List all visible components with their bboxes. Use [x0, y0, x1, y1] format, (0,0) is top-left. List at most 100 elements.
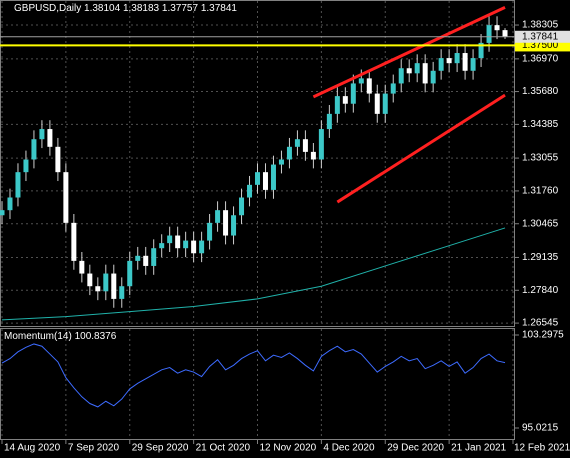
- candle-body: [223, 210, 229, 236]
- candle-body: [87, 273, 93, 287]
- candle-body: [0, 210, 5, 216]
- y-tick-label: 95.0215: [522, 423, 559, 434]
- candle-body: [111, 273, 117, 299]
- candle-body: [151, 248, 157, 266]
- candle-body: [390, 83, 396, 94]
- candle-body: [143, 255, 149, 266]
- candle-body: [135, 255, 141, 261]
- momentum-title: Momentum(14): [4, 331, 72, 342]
- y-tick-label: 1.26545: [522, 318, 559, 329]
- y-tick-label: 1.36970: [522, 54, 559, 65]
- candle-body: [358, 78, 364, 84]
- candle-body: [270, 164, 276, 190]
- candle-body: [446, 58, 452, 64]
- main-panel: [0, 0, 515, 327]
- candle-body: [366, 78, 372, 94]
- x-tick-label: 4 Dec 2020: [323, 443, 375, 454]
- close-value: 1.37841: [201, 3, 238, 14]
- moving-average: [1, 227, 506, 321]
- candle-body: [55, 146, 61, 173]
- candle-body: [71, 222, 77, 261]
- y-tick-label: 1.31760: [522, 186, 559, 197]
- candle-body: [47, 129, 53, 147]
- x-tick-label: 29 Dec 2020: [387, 443, 444, 454]
- x-tick-label: 21 Jan 2021: [451, 443, 506, 454]
- candle-body: [191, 240, 197, 254]
- candle-body: [430, 70, 436, 84]
- y-tick-label: 1.29135: [522, 252, 559, 263]
- candle-body: [406, 68, 412, 74]
- candle-body: [422, 63, 428, 84]
- candle-body: [183, 240, 189, 249]
- momentum-header: Momentum(14) 100.8376: [4, 331, 117, 342]
- candle-body: [95, 286, 101, 292]
- trend-line: [312, 6, 506, 99]
- y-tick-label: 1.30465: [522, 218, 559, 229]
- candle-body: [334, 96, 340, 114]
- x-tick-label: 7 Sep 2020: [68, 443, 120, 454]
- candle-body: [127, 260, 133, 287]
- y-tick-label: 1.33055: [522, 153, 559, 164]
- candle-body: [438, 58, 444, 71]
- momentum-panel: [0, 328, 515, 440]
- candle-body: [247, 184, 253, 198]
- open-value: 1.38104: [84, 3, 121, 14]
- x-tick-label: 14 Aug 2020: [4, 443, 61, 454]
- low-value: 1.37757: [162, 3, 199, 14]
- candle-body: [103, 273, 109, 292]
- candle-body: [278, 159, 284, 165]
- candle-body: [470, 58, 476, 71]
- candle-body: [502, 30, 508, 37]
- candle-body: [350, 83, 356, 104]
- current-price-label: 1.37841: [522, 31, 559, 42]
- trend-line: [336, 93, 506, 204]
- momentum-value: 100.8376: [75, 331, 117, 342]
- candle-body: [231, 215, 237, 236]
- candle-body: [302, 139, 308, 152]
- candle-body: [39, 129, 45, 140]
- header: GBPUSD,Daily 1.38104 1.38183 1.37757 1.3…: [14, 3, 237, 14]
- candle-body: [119, 286, 125, 299]
- candle-body: [199, 240, 205, 254]
- candle-body: [342, 96, 348, 104]
- candle-body: [79, 260, 85, 274]
- candle-body: [454, 53, 460, 64]
- high-value: 1.38183: [123, 3, 160, 14]
- candle-body: [23, 159, 29, 173]
- candle-body: [167, 235, 173, 244]
- x-tick-label: 29 Sep 2020: [132, 443, 189, 454]
- x-tick-label: 21 Oct 2020: [196, 443, 251, 454]
- candle-body: [398, 68, 404, 84]
- price-label: 1.37500: [522, 40, 559, 51]
- candle-body: [478, 42, 484, 59]
- candle-body: [159, 243, 165, 249]
- y-tick-label: 1.35680: [522, 86, 559, 97]
- candle-body: [414, 63, 420, 74]
- candle-body: [486, 25, 492, 43]
- candle-body: [494, 25, 500, 31]
- x-tick-label: 12 Feb 2021: [514, 443, 570, 454]
- candle-body: [215, 210, 221, 223]
- candle-body: [207, 222, 213, 241]
- candle-body: [374, 93, 380, 114]
- y-tick-label: 103.2975: [522, 330, 564, 341]
- candle-body: [255, 172, 261, 185]
- symbol: GBPUSD,Daily: [14, 3, 81, 14]
- candle-body: [15, 172, 21, 198]
- y-tick-label: 1.27840: [522, 285, 559, 296]
- candle-body: [175, 235, 181, 249]
- candle-body: [31, 139, 37, 160]
- x-tick-label: 12 Nov 2020: [260, 443, 317, 454]
- candle-body: [7, 197, 13, 211]
- candle-body: [318, 129, 324, 160]
- candle-body: [294, 139, 300, 147]
- y-tick-label: 1.38305: [522, 20, 559, 31]
- candle-body: [63, 172, 69, 223]
- candle-body: [286, 146, 292, 160]
- candle-body: [326, 113, 332, 130]
- candle-body: [462, 53, 468, 71]
- candle-body: [239, 197, 245, 216]
- momentum-line: [1, 343, 506, 408]
